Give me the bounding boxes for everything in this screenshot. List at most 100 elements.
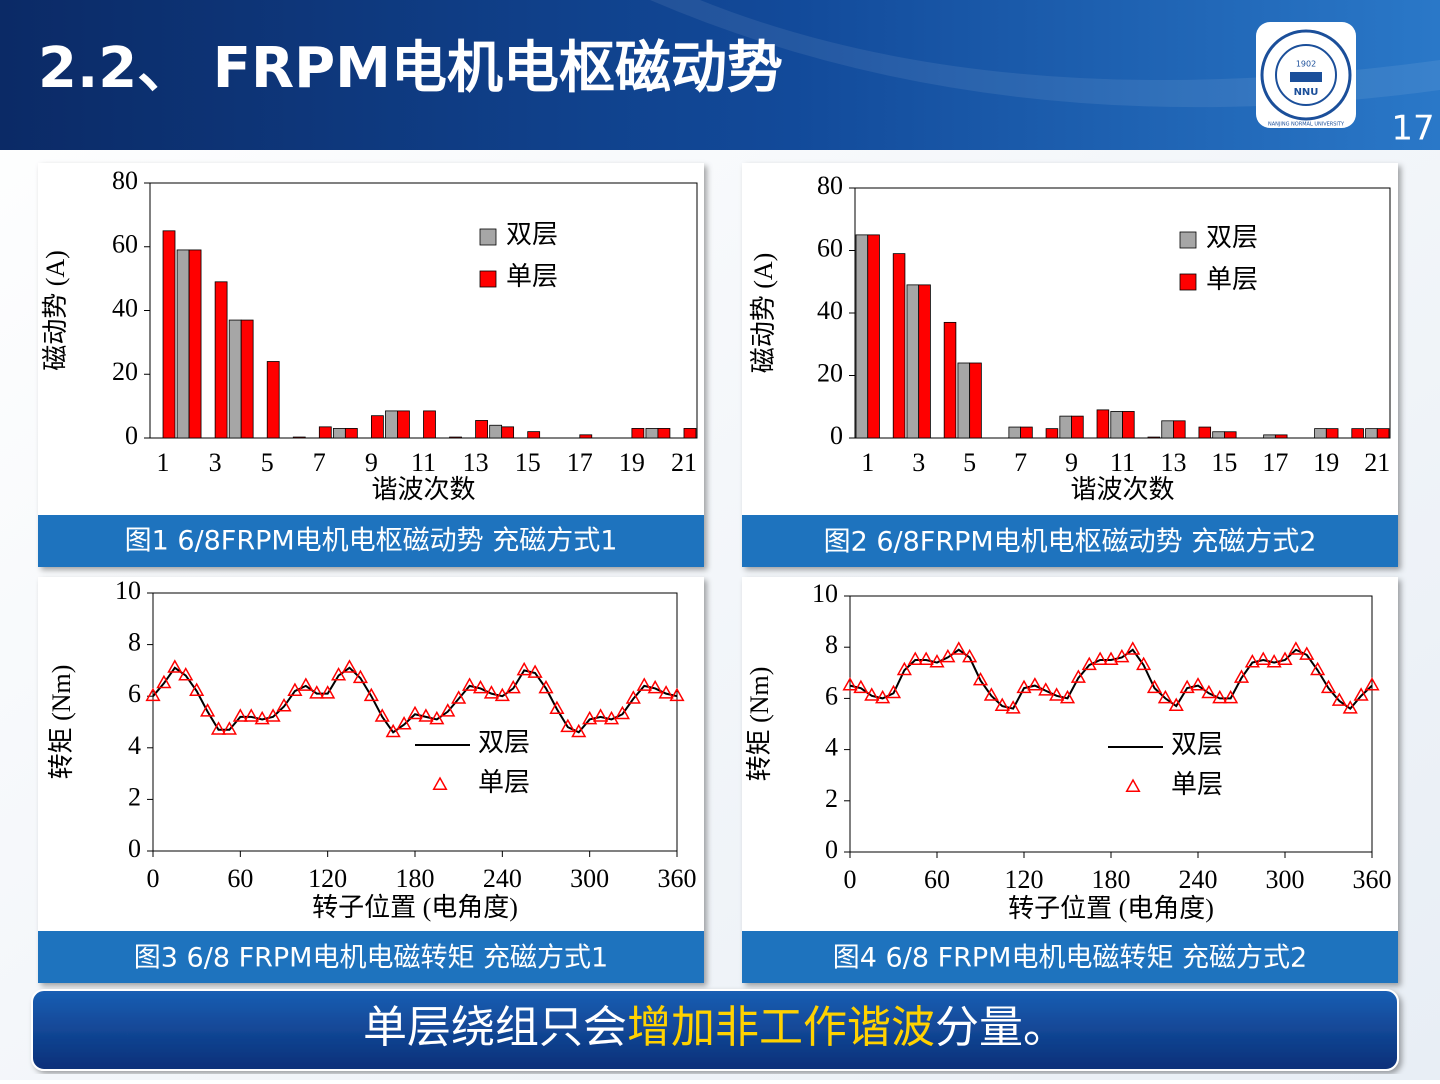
- bar: [645, 428, 659, 439]
- marker: [1212, 689, 1228, 704]
- marker: [429, 710, 445, 725]
- bar: [1365, 428, 1378, 439]
- y-tick-label: 8: [128, 628, 141, 657]
- legend-label: 单层: [478, 768, 530, 797]
- caption-bar: [38, 931, 704, 983]
- marker: [516, 661, 532, 676]
- x-tick-label: 0: [147, 864, 160, 893]
- bar: [397, 410, 410, 439]
- marker: [232, 708, 248, 722]
- bar: [214, 281, 228, 439]
- y-tick-label: 0: [825, 835, 838, 864]
- y-tick-label: 4: [825, 733, 838, 762]
- legend-swatch: [1179, 231, 1197, 249]
- x-axis-label: 谐波次数: [371, 475, 475, 504]
- legend-swatch: [432, 776, 448, 790]
- bar: [1224, 431, 1237, 439]
- legend-swatch: [1125, 778, 1141, 792]
- header-band: [0, 0, 1440, 150]
- line: [849, 648, 1373, 710]
- x-tick-label: 15: [515, 448, 541, 477]
- bar: [969, 362, 982, 439]
- y-axis-label: 磁动势 (A): [41, 250, 70, 371]
- marker: [1342, 700, 1358, 714]
- marker: [1081, 656, 1097, 671]
- x-tick-label: 7: [1014, 448, 1027, 477]
- marker: [1233, 669, 1250, 683]
- y-tick-label: 2: [825, 784, 838, 813]
- bar: [344, 428, 358, 439]
- x-tick-label: 9: [365, 448, 378, 477]
- legend-label: 单层: [1171, 770, 1223, 799]
- conclusion-text: 分量。: [935, 1002, 1067, 1053]
- y-tick-label: 2: [128, 782, 141, 811]
- x-tick-label: 11: [411, 448, 436, 477]
- y-axis-label: 磁动势 (A): [749, 253, 778, 374]
- x-tick-label: 240: [483, 864, 522, 893]
- marker: [1299, 646, 1315, 660]
- marker: [647, 679, 663, 694]
- x-tick-label: 17: [567, 448, 593, 477]
- marker: [167, 659, 183, 673]
- caption: 图4 6/8 FRPM电机电磁转矩 充磁方式2: [833, 943, 1307, 974]
- marker: [907, 651, 923, 665]
- bar: [1274, 434, 1288, 439]
- marker: [885, 684, 902, 699]
- bar: [423, 410, 436, 439]
- marker: [341, 659, 358, 673]
- marker: [352, 669, 368, 684]
- marker: [1016, 679, 1032, 694]
- y-tick-label: 10: [812, 579, 838, 608]
- caption: 图2 6/8FRPM电机电枢磁动势 充磁方式2: [824, 527, 1317, 558]
- marker: [582, 710, 598, 725]
- panel: [38, 163, 704, 567]
- x-tick-label: 21: [1364, 448, 1390, 477]
- marker: [1059, 689, 1076, 704]
- marker: [1114, 648, 1130, 663]
- bar: [228, 319, 242, 439]
- marker: [1005, 700, 1021, 714]
- marker: [1244, 654, 1260, 668]
- marker: [1146, 679, 1163, 694]
- x-tick-label: 180: [1092, 865, 1131, 894]
- marker: [210, 721, 227, 735]
- marker: [929, 654, 945, 668]
- marker: [636, 677, 652, 691]
- bar: [371, 415, 384, 439]
- marker: [145, 687, 161, 702]
- marker: [1157, 689, 1173, 704]
- marker: [658, 685, 674, 699]
- x-axis-label: 转子位置 (电角度): [1008, 894, 1214, 923]
- bar: [1096, 409, 1110, 439]
- y-tick-label: 4: [128, 731, 141, 760]
- marker: [363, 687, 379, 702]
- marker: [1136, 656, 1152, 671]
- marker: [472, 679, 489, 694]
- marker: [994, 697, 1010, 712]
- line: [152, 666, 678, 734]
- marker: [864, 687, 880, 701]
- marker: [254, 710, 270, 725]
- logo-name: NANJING NORMAL UNIVERSITY: [1268, 122, 1345, 128]
- marker: [243, 708, 259, 722]
- x-tick-label: 13: [1160, 448, 1186, 477]
- marker: [918, 651, 934, 665]
- marker: [276, 697, 292, 712]
- bar: [1351, 428, 1364, 439]
- x-tick-label: 60: [227, 864, 253, 893]
- slide-title: 2.2、 FRPM电机电枢磁动势: [38, 36, 783, 101]
- x-tick-label: 19: [1313, 448, 1339, 477]
- marker: [1125, 641, 1141, 655]
- x-tick-label: 360: [658, 864, 697, 893]
- marker: [614, 705, 630, 720]
- y-tick-label: 60: [817, 233, 843, 262]
- logo-ring: [1260, 29, 1352, 121]
- x-tick-label: 9: [1065, 448, 1078, 477]
- x-tick-label: 240: [1179, 865, 1218, 894]
- bar: [906, 284, 920, 439]
